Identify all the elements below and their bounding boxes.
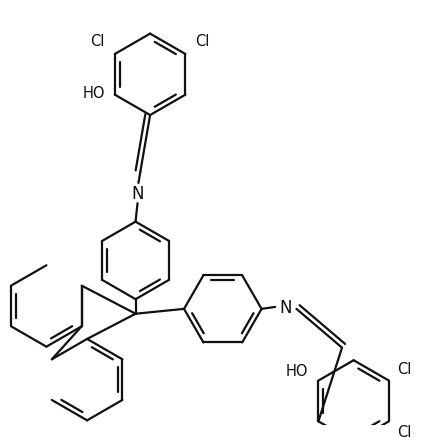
- Text: Cl: Cl: [397, 424, 412, 438]
- Text: Cl: Cl: [196, 34, 210, 49]
- Text: N: N: [280, 298, 292, 316]
- Text: Cl: Cl: [90, 34, 105, 49]
- Text: HO: HO: [82, 86, 105, 101]
- Text: HO: HO: [286, 364, 308, 378]
- Text: N: N: [131, 184, 144, 202]
- Text: Cl: Cl: [397, 362, 412, 377]
